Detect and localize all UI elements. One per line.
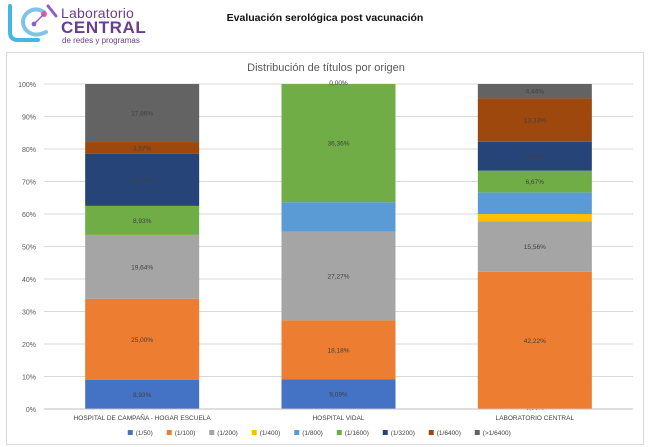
bar-segment [281, 320, 396, 380]
legend-swatch [166, 430, 172, 435]
legend-swatch [251, 430, 257, 435]
x-category-label: LABORATORIO CENTRAL [496, 415, 575, 422]
legend-label: (1/800) [302, 430, 323, 437]
bar-segment [85, 142, 200, 154]
bar-segment [477, 84, 592, 99]
y-tick-label: 100% [18, 82, 36, 89]
data-label: 25,00% [131, 337, 153, 344]
y-tick-label: 40% [22, 277, 36, 284]
logo-subtitle: de redes y programas [62, 36, 140, 45]
report-title: Evaluación serológica post vacunación [226, 12, 424, 24]
data-label: 13,33% [524, 118, 546, 125]
bar-segment [281, 202, 396, 232]
data-label: 8,93% [133, 218, 152, 225]
legend-swatch [474, 430, 480, 435]
data-label: 15,56% [524, 244, 546, 251]
legend-label: (1/200) [217, 430, 238, 437]
y-tick-label: 30% [22, 310, 36, 317]
legend-label: (1/100) [175, 430, 196, 437]
chart-area: Distribución de títulos por origen 0% 10% 2… [6, 52, 644, 445]
data-label: 16,07% [131, 177, 153, 184]
y-tick-label: 90% [22, 115, 36, 122]
data-label: 27,27% [327, 274, 349, 281]
x-category-label: HOSPITAL VIDAL [312, 415, 364, 422]
bar-segment [477, 170, 592, 193]
chart-title: Distribución de títulos por origen [247, 62, 405, 74]
legend-swatch [428, 430, 434, 435]
bar-segment [85, 298, 200, 380]
bar-segment [85, 205, 200, 235]
data-label: 18,18% [327, 347, 349, 354]
bar-segment [477, 98, 592, 142]
logo-text-laboratorio: Laboratorio [61, 5, 135, 21]
data-label: 9,09% [329, 392, 348, 399]
legend-swatch [336, 430, 342, 435]
legend-swatch [382, 430, 388, 435]
y-tick-label: 20% [22, 342, 36, 349]
bar-segment [477, 141, 592, 171]
bar-segment [85, 84, 200, 143]
legend-swatch [127, 430, 133, 435]
data-label: 8,93% [133, 392, 152, 399]
logo-text-central: CENTRAL [61, 18, 147, 37]
y-tick-label: 0% [26, 407, 36, 414]
bar-segment [281, 231, 396, 321]
stacked-bar-chart: Distribución de títulos por origen 0% 10% 2… [18, 62, 633, 437]
legend-label: (>1/6400) [483, 430, 511, 437]
legend-label: (1/3200) [391, 430, 415, 437]
bar-segment [281, 379, 396, 409]
data-label: 42,22% [524, 338, 546, 345]
legend-label: (1/6400) [437, 430, 461, 437]
data-label: 8,89% [526, 154, 545, 161]
lab-flask-icon [8, 4, 58, 42]
y-tick-label: 10% [22, 375, 36, 382]
data-label: 19,64% [131, 264, 153, 271]
x-category-label: HOSPITAL DE CAMPAÑA - HOGAR ESCUELA [74, 413, 212, 422]
legend-label: (1/1600) [345, 430, 369, 437]
y-tick-label: 70% [22, 180, 36, 187]
bar-segment [477, 192, 592, 214]
data-label: 4,44% [526, 89, 545, 96]
legend-swatch [209, 430, 215, 435]
bar-segment [85, 379, 200, 409]
bar-segment [281, 84, 396, 203]
data-label: 36,36% [327, 141, 349, 148]
bar-segment [477, 214, 592, 222]
bar-segment [85, 234, 200, 299]
data-label: 6,67% [526, 179, 545, 186]
y-tick-label: 60% [22, 212, 36, 219]
legend-label: (1/50) [136, 430, 153, 437]
y-tick-label: 80% [22, 147, 36, 154]
bar-segment [85, 153, 200, 206]
laboratorio-central-logo: Laboratorio CENTRAL de redes y programas [4, 2, 164, 46]
data-label: 0,00% [329, 80, 348, 87]
data-label: 17,86% [131, 111, 153, 118]
legend-label: (1/400) [260, 430, 281, 437]
legend-swatch [294, 430, 300, 435]
data-label: 3,57% [133, 145, 152, 152]
bar-segment [477, 271, 592, 409]
y-tick-label: 50% [22, 245, 36, 252]
bar-segment [477, 221, 592, 272]
